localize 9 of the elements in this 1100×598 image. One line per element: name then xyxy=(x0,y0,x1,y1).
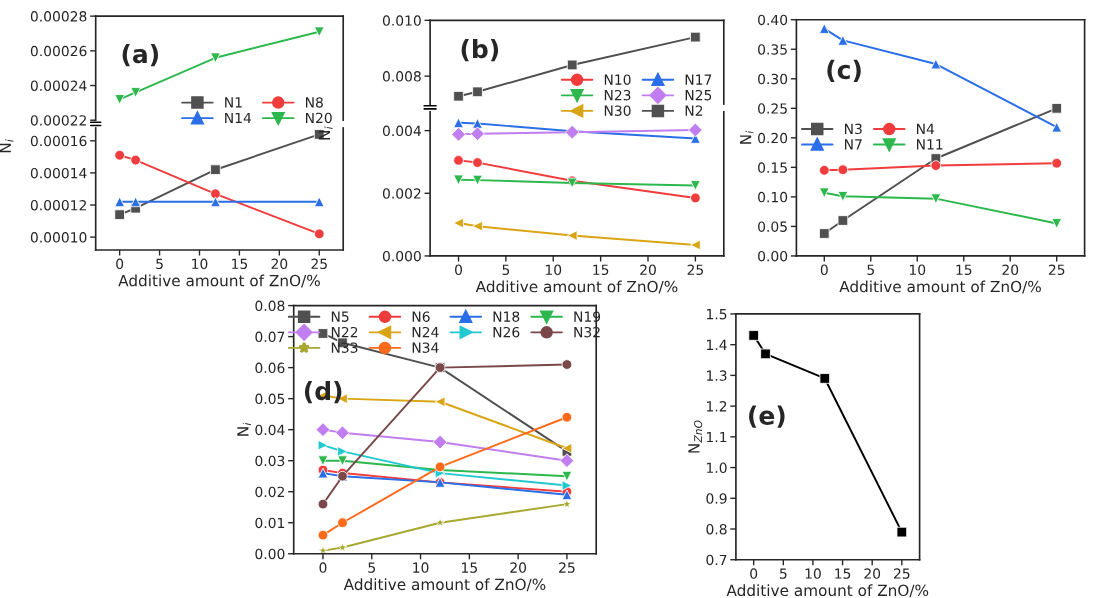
annotation: (e) xyxy=(749,405,785,428)
annotation: (b) xyxy=(461,39,499,62)
point xyxy=(313,196,325,208)
point xyxy=(1051,103,1062,114)
point xyxy=(114,209,125,220)
annotation: (a) xyxy=(122,44,159,67)
point xyxy=(566,59,578,71)
annotation: (c) xyxy=(827,59,861,83)
annotation: (d) xyxy=(304,380,342,404)
